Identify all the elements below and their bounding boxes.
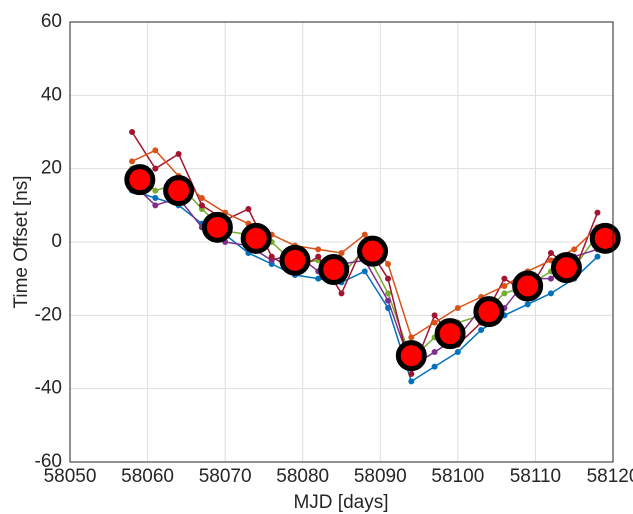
y-tick-label: -60 <box>35 451 62 472</box>
series-point <box>198 202 205 209</box>
series-point <box>385 275 392 282</box>
series-point <box>431 363 438 370</box>
mean-marker <box>124 164 156 196</box>
series-point <box>501 290 508 297</box>
series-point <box>431 349 438 355</box>
series-point <box>315 253 322 260</box>
series-point <box>408 334 415 341</box>
series-point <box>431 319 438 326</box>
series-point <box>594 209 601 216</box>
mean-marker <box>395 340 427 372</box>
y-tick-label: 20 <box>41 158 62 179</box>
series-point <box>338 250 345 256</box>
series-point <box>361 231 368 238</box>
x-tick-label: 58060 <box>121 466 174 487</box>
y-tick-label: 60 <box>41 11 62 32</box>
series-point <box>152 195 159 201</box>
series-point <box>152 147 159 154</box>
mean-marker <box>279 244 311 276</box>
mean-marker <box>201 211 233 243</box>
series-point <box>571 246 578 253</box>
series-point <box>385 297 392 304</box>
mean-marker <box>589 222 621 254</box>
series-point <box>152 165 159 172</box>
y-axis-label: Time Offset [ns] <box>11 175 32 308</box>
plot-frame <box>69 21 614 463</box>
x-tick-label: 58110 <box>510 466 561 487</box>
series-point <box>175 151 182 157</box>
series-point <box>245 206 252 212</box>
series-point <box>198 195 205 201</box>
mean-marker <box>318 254 350 285</box>
x-tick-label: 58070 <box>199 466 252 487</box>
y-tick-label: 40 <box>41 84 62 105</box>
x-tick-label: 58050 <box>44 466 97 487</box>
series-point <box>361 268 368 275</box>
series-point <box>547 275 554 282</box>
x-tick-label: 58080 <box>276 466 329 487</box>
series-point <box>408 378 415 385</box>
y-tick-label: -20 <box>35 304 62 325</box>
x-tick-label: 58100 <box>431 466 484 487</box>
mean-marker <box>473 296 505 328</box>
series-point <box>385 290 392 297</box>
x-tick-label: 58090 <box>354 466 407 487</box>
series-point <box>547 250 554 256</box>
series-point <box>594 253 601 260</box>
series-point <box>478 327 485 333</box>
series-point <box>524 301 531 308</box>
series-point <box>152 202 159 209</box>
x-tick-label: 58120 <box>587 466 633 487</box>
series-point <box>454 349 461 355</box>
y-tick-label: -40 <box>35 378 62 399</box>
mean-marker <box>434 318 466 350</box>
series-point <box>454 305 461 311</box>
y-tick-label: 0 <box>51 231 62 252</box>
mean-marker <box>550 252 582 284</box>
series-point <box>152 187 159 194</box>
series-point <box>268 253 275 260</box>
series-point <box>129 129 136 135</box>
series-point <box>501 275 508 282</box>
x-axis-label: MJD [days] <box>293 492 388 513</box>
series-point <box>431 312 438 319</box>
series-point <box>129 158 136 165</box>
series-point <box>315 246 322 253</box>
series-point <box>385 261 392 267</box>
series-point <box>408 371 415 377</box>
mean-marker <box>163 175 195 207</box>
series-point <box>501 283 508 289</box>
mean-marker <box>357 235 389 267</box>
series-point <box>338 290 345 297</box>
series-point <box>315 275 322 282</box>
mean-marker <box>240 222 272 254</box>
series-point <box>547 290 554 297</box>
mean-marker <box>512 270 544 302</box>
